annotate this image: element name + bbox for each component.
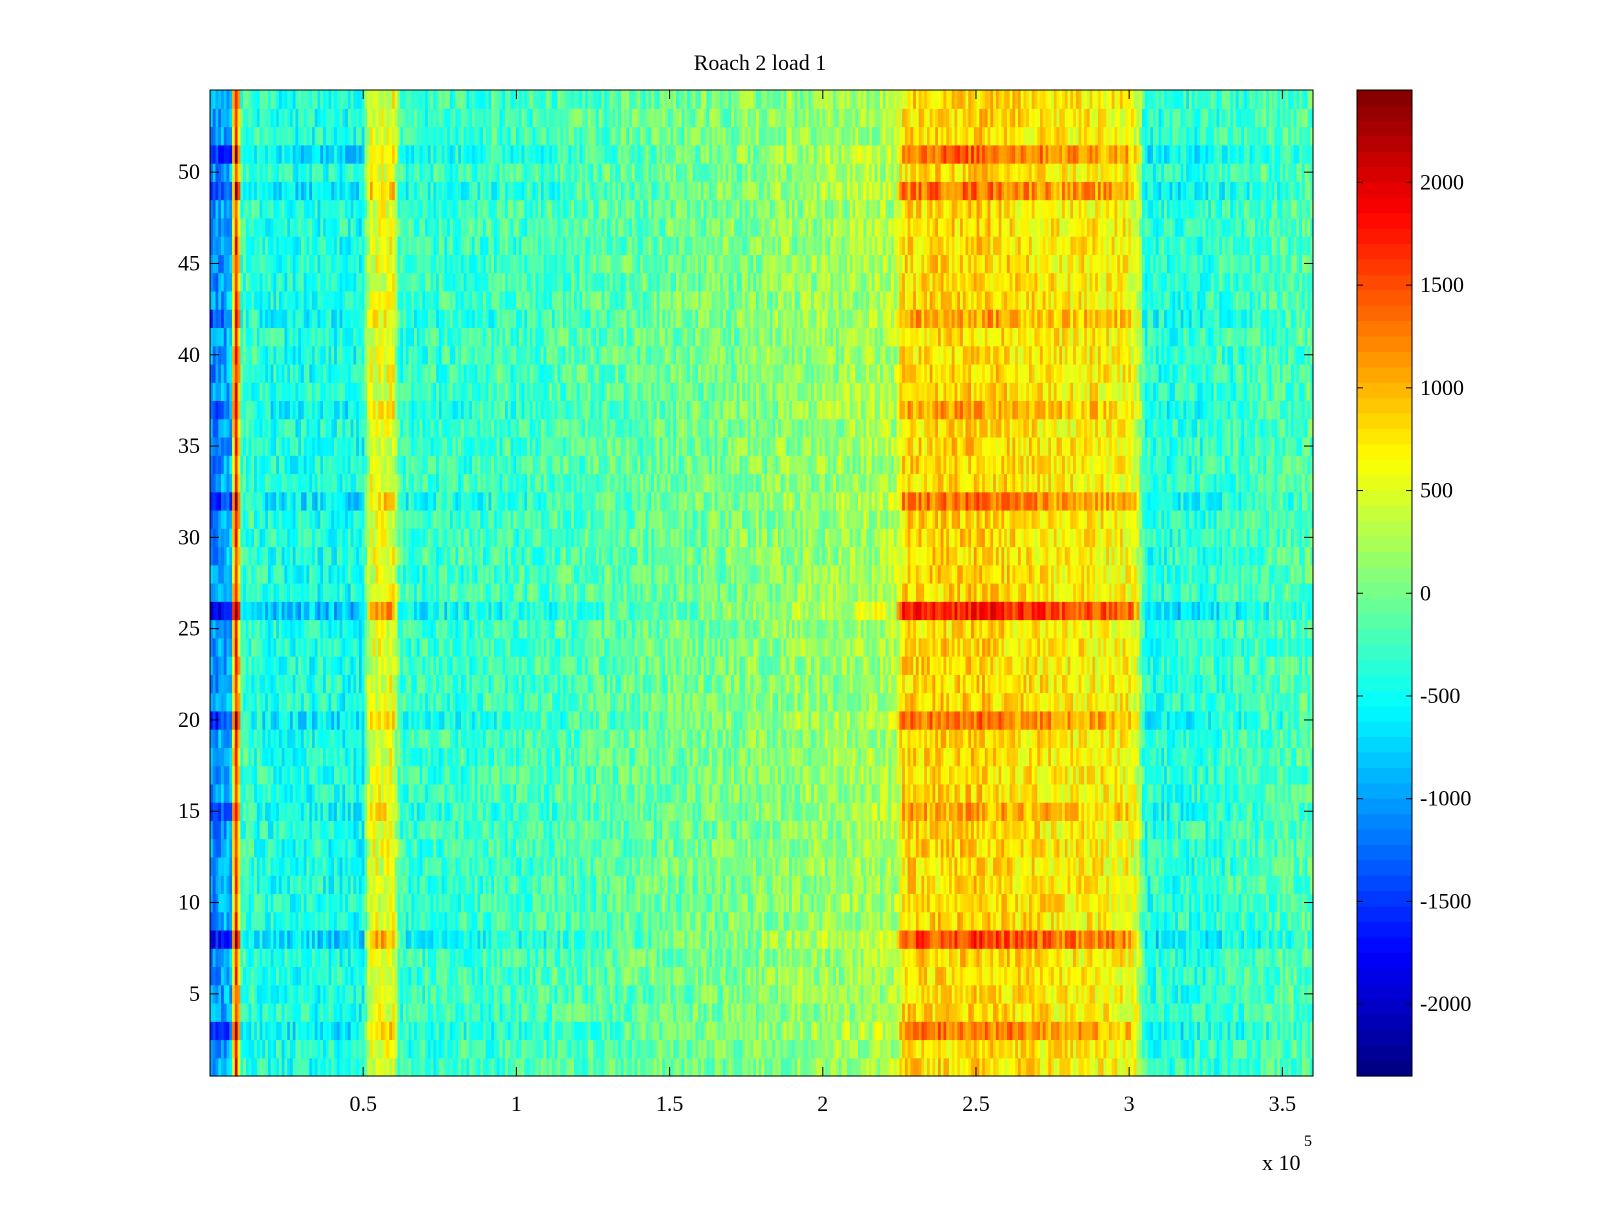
heatmap-row-6 <box>210 966 1314 985</box>
figure: Roach 2 load 1 0.5 1 1.5 2 2.5 3 3.5 5 10 15 20 25… <box>0 0 1600 1200</box>
heatmap-row-3 <box>210 1021 1314 1040</box>
heatmap-row-1 <box>210 1058 1314 1077</box>
heatmap-row-5 <box>210 985 1314 1004</box>
heatmap-chart: Roach 2 load 1 0.5 1 1.5 2 2.5 3 3.5 510152025… <box>0 0 1600 1200</box>
heatmap-row-2 <box>210 1039 1314 1058</box>
heatmap-row-7 <box>210 948 1314 967</box>
chart-title: Roach 2 load 1 <box>694 50 827 75</box>
heatmap-row-8 <box>210 930 1314 949</box>
heatmap-row-9 <box>210 912 1314 931</box>
heatmap-row-4 <box>210 1003 1314 1022</box>
heatmap-cells <box>210 90 1314 1077</box>
